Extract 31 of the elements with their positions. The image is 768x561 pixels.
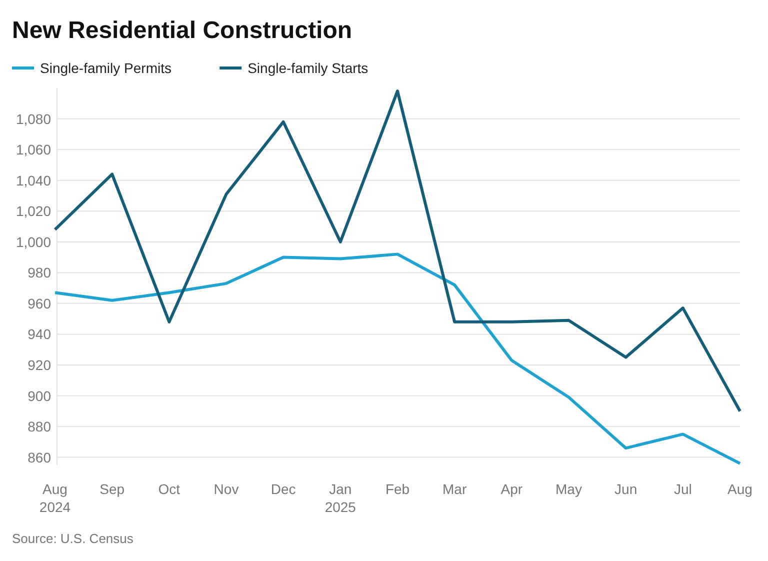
x-tick-label: Mar: [442, 481, 467, 497]
legend-label: Single-family Permits: [40, 60, 172, 76]
y-tick-label: 940: [28, 326, 52, 342]
x-tick-label: Nov: [214, 481, 239, 497]
x-tick-label: Aug: [728, 481, 752, 497]
x-tick-label: Jan 2025: [324, 481, 356, 515]
y-tick-label: 1,000: [16, 234, 52, 250]
y-tick-label: 960: [28, 295, 52, 312]
x-tick-label: Aug 2024: [39, 481, 71, 515]
line-series: [54, 252, 742, 465]
y-tick-label: 1,060: [16, 142, 52, 158]
y-tick-label: 900: [28, 388, 52, 404]
chart-title: New Residential Construction: [12, 17, 352, 44]
y-tick-label: 1,080: [16, 110, 52, 127]
legend-label: Single-family Starts: [248, 60, 368, 76]
y-tick-label: 1,020: [16, 203, 52, 220]
y-tick-label: 980: [28, 264, 52, 281]
y-tick-label: 1,040: [16, 172, 52, 188]
y-tick-label: 880: [28, 418, 52, 435]
x-tick-label: Jun: [614, 481, 638, 497]
x-tick-label: Feb: [385, 481, 410, 497]
x-tick-label: Sep: [100, 481, 125, 497]
x-tick-label: Jul: [674, 481, 692, 497]
y-tick-label: 920: [28, 356, 52, 373]
x-tick-label: May: [556, 481, 582, 497]
x-tick-label: Apr: [500, 481, 523, 497]
y-tick-label: 860: [28, 449, 52, 466]
line-series: [54, 90, 742, 413]
source-note: Source: U.S. Census: [12, 531, 134, 546]
x-tick-label: Oct: [158, 481, 180, 497]
x-tick-label: Dec: [270, 481, 296, 497]
